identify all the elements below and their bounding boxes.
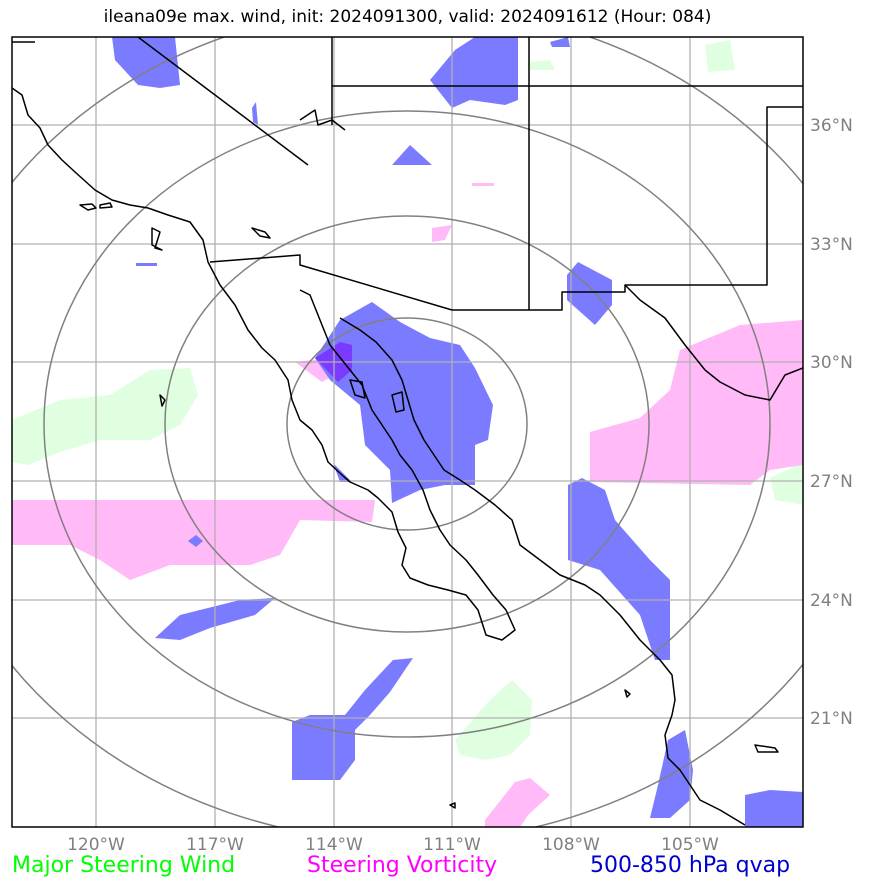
lon-label-108w: 108°W xyxy=(542,835,600,855)
wind-region-north-small xyxy=(528,60,555,70)
gulf-coast-upper-east xyxy=(624,284,803,401)
legend-qvap: 500-850 hPa qvap xyxy=(590,853,791,878)
lat-tick-labels: 36°N 33°N 30°N 27°N 24°N 21°N xyxy=(810,116,853,729)
lon-label-111w: 111°W xyxy=(423,835,481,855)
island-6 xyxy=(159,394,166,407)
wind-region-east xyxy=(770,462,803,505)
lon-label-105w: 105°W xyxy=(661,835,719,855)
qvap-region-small-1 xyxy=(333,463,352,482)
lon-label-117w: 117°W xyxy=(186,835,244,855)
legend-major-steering-wind: Major Steering Wind xyxy=(12,853,236,878)
bay-north xyxy=(12,41,346,131)
qvap-region-small-5 xyxy=(188,535,203,547)
island-9 xyxy=(624,689,631,698)
gulf-mainland-coast xyxy=(339,317,746,826)
island-2 xyxy=(251,227,271,239)
island-1 xyxy=(79,202,113,211)
qvap-region-north-center xyxy=(430,37,518,108)
steering-wind-fills xyxy=(12,40,803,760)
wind-region-northeast xyxy=(705,40,735,72)
coastlines xyxy=(12,37,803,826)
wind-region-south xyxy=(455,680,532,760)
graticule xyxy=(12,37,803,827)
lat-label-33n: 33°N xyxy=(810,235,853,255)
lon-label-114w: 114°W xyxy=(305,835,363,855)
us-mexico-border xyxy=(209,106,803,311)
qvap-region-north-small xyxy=(392,145,432,165)
lat-label-21n: 21°N xyxy=(810,709,853,729)
vorticity-region-east xyxy=(590,320,803,485)
qvap-region-southwest-b xyxy=(292,658,413,780)
map-frame xyxy=(11,36,804,828)
lat-label-30n: 30°N xyxy=(810,353,853,373)
qvap-region-small-3 xyxy=(136,263,157,266)
state-border-az xyxy=(331,37,803,310)
island-5 xyxy=(391,391,405,413)
map-title: ileana09e max. wind, init: 2024091300, v… xyxy=(103,7,712,27)
lon-tick-labels: 120°W 117°W 114°W 111°W 108°W 105°W xyxy=(67,835,719,855)
qvap-region-small-4 xyxy=(252,102,258,125)
qvap-region-arizona xyxy=(567,262,612,325)
qvap-region-sinaloa xyxy=(568,478,670,660)
wind-region-west xyxy=(12,368,198,465)
vorticity-region-south xyxy=(485,778,550,827)
island-4 xyxy=(349,379,366,399)
legend-steering-vorticity: Steering Vorticity xyxy=(307,853,498,878)
pacific-coast xyxy=(12,87,516,641)
range-rings xyxy=(12,37,803,827)
island-8 xyxy=(449,802,456,809)
lat-label-36n: 36°N xyxy=(810,116,853,136)
island-3 xyxy=(151,227,163,251)
island-7 xyxy=(754,744,779,753)
qvap-fills xyxy=(112,37,803,827)
vorticity-sliver-north xyxy=(472,183,494,186)
qvap-region-southeast xyxy=(745,790,803,827)
vorticity-region-north xyxy=(432,225,452,242)
qvap-region-northwest xyxy=(112,37,180,88)
lat-label-27n: 27°N xyxy=(810,472,853,492)
state-border-ca xyxy=(137,37,309,166)
lon-label-120w: 120°W xyxy=(67,835,125,855)
qvap-region-small-2 xyxy=(550,37,570,47)
lat-label-24n: 24°N xyxy=(810,591,853,611)
qvap-region-baja xyxy=(315,302,493,503)
